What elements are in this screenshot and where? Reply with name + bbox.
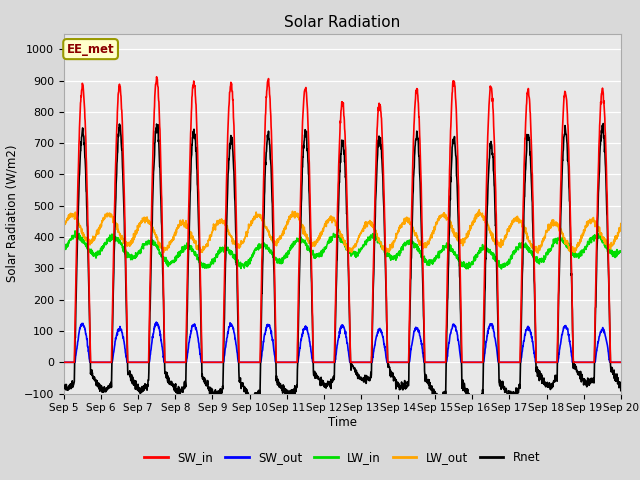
LW_in bbox=[617, 249, 625, 255]
SW_in bbox=[617, 360, 625, 365]
SW_out bbox=[359, 360, 367, 365]
LW_out bbox=[568, 248, 576, 253]
Y-axis label: Solar Radiation (W/m2): Solar Radiation (W/m2) bbox=[5, 145, 19, 282]
SW_in bbox=[60, 360, 68, 365]
LW_out bbox=[504, 226, 512, 232]
SW_in bbox=[568, 280, 575, 286]
LW_out bbox=[534, 250, 542, 256]
LW_out bbox=[358, 227, 366, 232]
Line: Rnet: Rnet bbox=[64, 123, 621, 407]
SW_out bbox=[371, 342, 379, 348]
SW_in bbox=[371, 203, 379, 209]
Text: EE_met: EE_met bbox=[67, 43, 115, 56]
SW_out bbox=[584, 360, 591, 365]
SW_out bbox=[152, 319, 160, 325]
SW_out bbox=[617, 360, 625, 365]
SW_in bbox=[153, 74, 161, 80]
LW_out bbox=[60, 221, 68, 227]
LW_in bbox=[60, 247, 68, 253]
Line: SW_out: SW_out bbox=[64, 322, 621, 362]
Rnet bbox=[371, 237, 378, 243]
Line: SW_in: SW_in bbox=[64, 77, 621, 362]
Rnet bbox=[617, 388, 625, 394]
SW_in bbox=[504, 360, 512, 365]
Rnet bbox=[504, 393, 512, 399]
LW_out bbox=[476, 207, 483, 213]
Rnet bbox=[600, 120, 607, 126]
LW_out bbox=[216, 220, 223, 226]
Rnet bbox=[216, 390, 223, 396]
LW_in bbox=[584, 240, 591, 246]
Title: Solar Radiation: Solar Radiation bbox=[284, 15, 401, 30]
LW_out bbox=[371, 226, 378, 231]
LW_in bbox=[505, 260, 513, 266]
SW_out bbox=[60, 360, 68, 365]
LW_in bbox=[71, 228, 79, 234]
Legend: SW_in, SW_out, LW_in, LW_out, Rnet: SW_in, SW_out, LW_in, LW_out, Rnet bbox=[140, 446, 545, 469]
LW_in bbox=[359, 243, 367, 249]
Line: LW_out: LW_out bbox=[64, 210, 621, 253]
SW_in bbox=[359, 360, 367, 365]
X-axis label: Time: Time bbox=[328, 416, 357, 429]
SW_in bbox=[584, 360, 591, 365]
Rnet bbox=[568, 286, 575, 291]
LW_in bbox=[216, 249, 223, 254]
Rnet bbox=[60, 386, 68, 392]
LW_in bbox=[568, 252, 576, 258]
SW_out bbox=[504, 360, 512, 365]
Rnet bbox=[358, 378, 366, 384]
Line: LW_in: LW_in bbox=[64, 231, 621, 269]
LW_in bbox=[371, 236, 379, 242]
LW_out bbox=[617, 221, 625, 227]
LW_in bbox=[497, 266, 505, 272]
Rnet bbox=[584, 381, 591, 387]
SW_in bbox=[216, 360, 223, 365]
SW_out bbox=[216, 360, 223, 365]
LW_out bbox=[584, 222, 591, 228]
Rnet bbox=[472, 404, 479, 409]
SW_out bbox=[568, 354, 575, 360]
